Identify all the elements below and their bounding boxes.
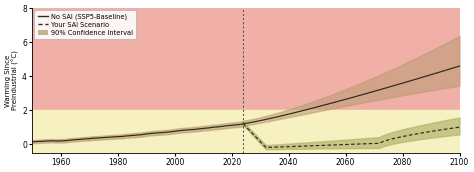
Bar xyxy=(32,8,459,110)
Y-axis label: Warming Since
Preindustrial (°C): Warming Since Preindustrial (°C) xyxy=(5,51,19,110)
Bar xyxy=(32,110,459,153)
Legend: No SAI (SSP5-Baseline), Your SAI Scenario, 90% Confidence Interval: No SAI (SSP5-Baseline), Your SAI Scenari… xyxy=(35,10,137,39)
